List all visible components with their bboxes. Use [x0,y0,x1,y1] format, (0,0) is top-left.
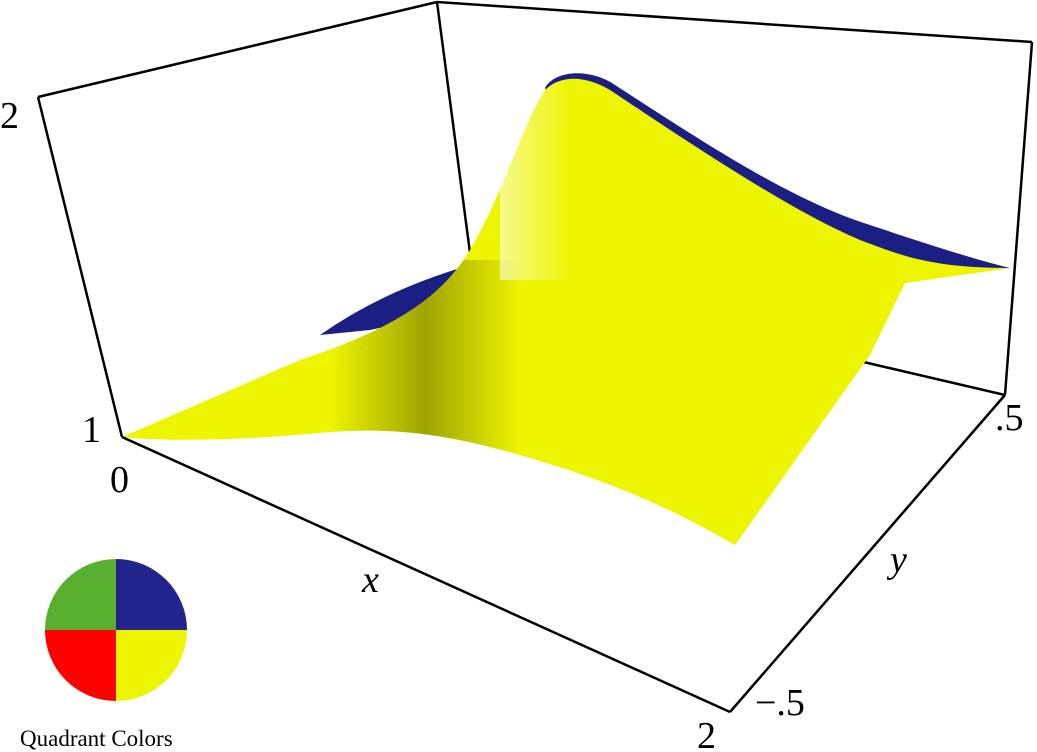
front-box [36,96,1006,714]
surface-ridge-highlight [500,80,620,280]
box-edge-back-left [37,0,438,99]
box-edge-right-vertical [1003,41,1034,396]
legend-quadrant-upper-right [116,559,187,630]
legend-title: Quadrant Colors [20,726,173,751]
box-edge-floor-front [121,435,731,714]
legend-quadrant-upper-left [45,559,116,630]
x-tick-0: 0 [110,459,129,501]
box-edge-left-vertical [36,96,124,438]
box-edge-back-right [436,0,1033,44]
back-box [37,0,1034,397]
legend-quadrant-lower-right [116,630,187,701]
x-axis-label: x [361,559,379,601]
y-tick-neg: −.5 [755,682,805,724]
legend-quadrant-lower-left [45,630,116,701]
y-axis-label: y [886,539,907,581]
quadrant-legend [45,559,187,701]
box-edge-back-vertical [435,1,474,269]
y-tick-pos: .5 [995,397,1024,439]
surface [122,73,1010,545]
box-edge-floor-back [854,358,1006,397]
x-tick-2: 2 [697,715,716,752]
z-tick-1: 1 [82,409,101,451]
z-tick-2: 2 [0,95,19,137]
box-edge-floor-right [729,394,1006,713]
